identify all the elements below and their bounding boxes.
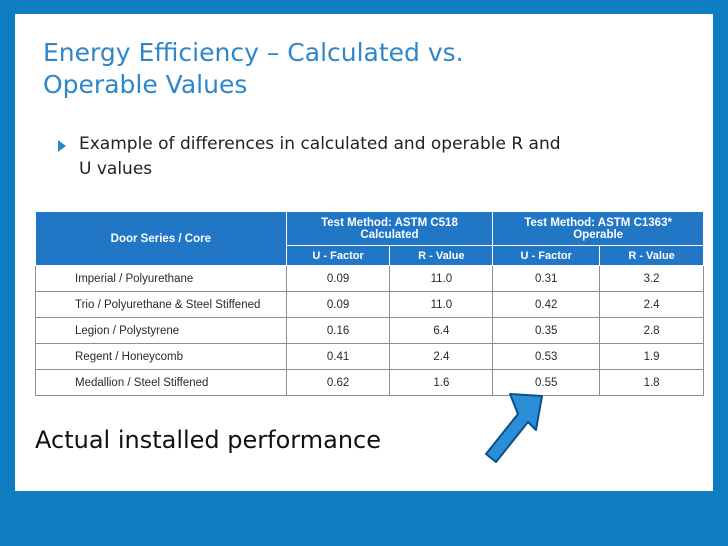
operable-group-header: Test Method: ASTM C1363* Operable <box>492 211 704 246</box>
door-series-header: Door Series / Core <box>35 211 287 266</box>
r-value-calculated-cell: 11.0 <box>389 265 494 292</box>
bullet-item: Example of differences in calculated and… <box>58 132 678 182</box>
col-r-value-operable: R - Value <box>599 245 704 266</box>
u-factor-calculated-cell: 0.09 <box>285 291 391 318</box>
calculated-label: Calculated <box>360 228 419 241</box>
title-line-1: Energy Efficiency – Calculated vs. <box>43 38 464 67</box>
bullet-line-2: U values <box>79 159 153 179</box>
table-row: Imperial / Polyurethane 0.09 11.0 0.31 3… <box>35 265 704 292</box>
r-value-calculated-cell: 2.4 <box>389 343 494 370</box>
door-series-cell: Regent / Honeycomb <box>35 343 287 370</box>
arrow-shape <box>485 393 543 463</box>
bullet-arrow-icon <box>58 140 66 152</box>
col-u-factor-operable: U - Factor <box>492 245 601 266</box>
u-factor-calculated-cell: 0.62 <box>285 369 391 396</box>
r-value-calculated-cell: 6.4 <box>389 317 494 344</box>
table-row: Trio / Polyurethane & Steel Stiffened 0.… <box>35 291 704 318</box>
u-factor-operable-cell: 0.55 <box>492 369 601 396</box>
col-r-value-calculated: R - Value <box>389 245 494 266</box>
table-row: Legion / Polystyrene 0.16 6.4 0.35 2.8 <box>35 317 704 344</box>
r-value-operable-cell: 2.8 <box>599 317 704 344</box>
calculated-group-header: Test Method: ASTM C518 Calculated <box>285 211 494 246</box>
door-series-cell: Trio / Polyurethane & Steel Stiffened <box>35 291 287 318</box>
u-factor-operable-cell: 0.42 <box>492 291 601 318</box>
r-value-table: Door Series / Core Test Method: ASTM C51… <box>35 211 704 396</box>
u-factor-operable-cell: 0.53 <box>492 343 601 370</box>
bullet-line-1: Example of differences in calculated and… <box>79 134 561 154</box>
operable-method-label: Test Method: ASTM C1363* <box>524 216 672 229</box>
pointer-arrow-icon <box>485 393 543 463</box>
r-value-operable-cell: 3.2 <box>599 265 704 292</box>
installed-performance-caption: Actual installed performance <box>35 426 381 454</box>
r-value-calculated-cell: 11.0 <box>389 291 494 318</box>
r-value-operable-cell: 1.9 <box>599 343 704 370</box>
u-factor-calculated-cell: 0.09 <box>285 265 391 292</box>
door-series-cell: Imperial / Polyurethane <box>35 265 287 292</box>
door-series-cell: Legion / Polystyrene <box>35 317 287 344</box>
slide-title: Energy Efficiency – Calculated vs. Opera… <box>43 37 603 101</box>
table-row: Medallion / Steel Stiffened 0.62 1.6 0.5… <box>35 369 704 396</box>
table-row: Regent / Honeycomb 0.41 2.4 0.53 1.9 <box>35 343 704 370</box>
title-line-2: Operable Values <box>43 70 248 99</box>
u-factor-operable-cell: 0.31 <box>492 265 601 292</box>
door-series-cell: Medallion / Steel Stiffened <box>35 369 287 396</box>
u-factor-operable-cell: 0.35 <box>492 317 601 344</box>
r-value-operable-cell: 1.8 <box>599 369 704 396</box>
calculated-method-label: Test Method: ASTM C518 <box>321 216 458 229</box>
col-u-factor-calculated: U - Factor <box>285 245 391 266</box>
r-value-operable-cell: 2.4 <box>599 291 704 318</box>
u-factor-calculated-cell: 0.16 <box>285 317 391 344</box>
table-subheader-row: U - Factor R - Value U - Factor R - Valu… <box>36 245 704 266</box>
operable-label: Operable <box>573 228 624 241</box>
u-factor-calculated-cell: 0.41 <box>285 343 391 370</box>
table-header-row: Door Series / Core Test Method: ASTM C51… <box>35 211 704 266</box>
